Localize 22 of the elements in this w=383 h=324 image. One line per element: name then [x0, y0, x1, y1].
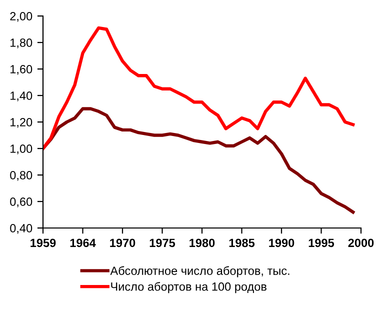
- x-tick-label: 1995: [308, 238, 334, 248]
- x-tick-label: 1959: [30, 238, 56, 248]
- line-series: [43, 26, 355, 150]
- y-tick-label: 1,80: [10, 38, 32, 48]
- y-tick-label: 1,40: [10, 92, 32, 102]
- x-tick-label: 1985: [229, 238, 255, 248]
- x-tick-label: 1970: [110, 238, 136, 248]
- y-tick-label: 1,20: [10, 118, 32, 128]
- x-tick-label: 1980: [190, 238, 215, 248]
- x-tick-label: 1975: [150, 238, 176, 248]
- legend-label: Число абортов на 100 родов: [111, 282, 266, 294]
- legend-label: Абсолютное число абортов, тыс.: [110, 266, 290, 278]
- x-tick-label: 1964: [70, 238, 96, 248]
- x-tick-label: 1990: [269, 238, 294, 248]
- line-series: [43, 107, 355, 214]
- y-tick-label: 1,00: [10, 144, 32, 154]
- y-tick-label: 0,80: [10, 171, 32, 181]
- x-tick-label: 2000: [348, 238, 374, 248]
- y-tick-label: 0,40: [10, 224, 32, 234]
- y-tick-label: 1,60: [10, 65, 32, 75]
- y-tick-label: 0,60: [10, 198, 32, 208]
- y-tick-label: 2,00: [10, 12, 32, 22]
